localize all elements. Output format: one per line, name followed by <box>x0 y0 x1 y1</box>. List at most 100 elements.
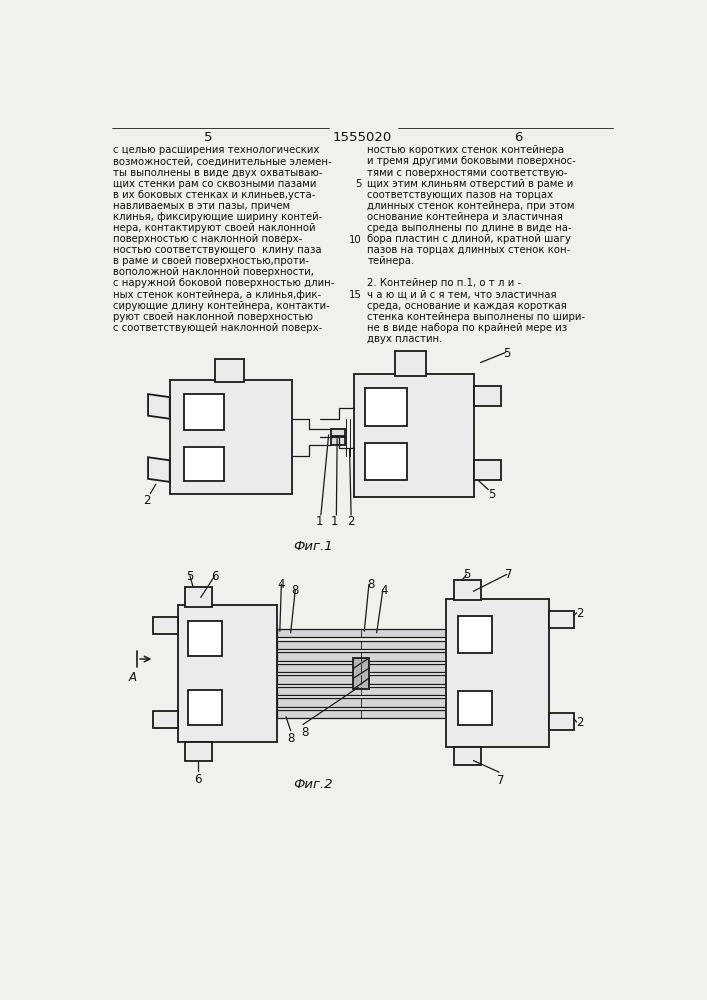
Text: 2: 2 <box>576 607 583 620</box>
Text: с соответствующей наклонной поверх-: с соответствующей наклонной поверх- <box>113 323 322 333</box>
Bar <box>365 443 407 480</box>
Text: 8: 8 <box>301 726 308 739</box>
Bar <box>276 687 446 695</box>
Bar <box>276 641 446 649</box>
Bar <box>177 605 276 742</box>
Text: 5: 5 <box>503 347 510 360</box>
Text: 8: 8 <box>291 584 299 597</box>
Bar <box>276 629 446 637</box>
Text: 5: 5 <box>356 179 362 189</box>
Polygon shape <box>153 711 177 728</box>
Bar <box>454 747 481 765</box>
Bar <box>276 652 446 661</box>
Text: возможностей, соединительные элемен-: возможностей, соединительные элемен- <box>113 156 332 166</box>
Text: 2: 2 <box>576 716 583 729</box>
Text: среда выполнены по длине в виде на-: среда выполнены по длине в виде на- <box>368 223 572 233</box>
Bar <box>170 380 292 494</box>
Polygon shape <box>148 457 170 482</box>
Text: 2: 2 <box>143 494 151 507</box>
Text: 6: 6 <box>514 131 522 144</box>
Polygon shape <box>549 713 573 730</box>
Bar <box>354 374 474 497</box>
Text: 7: 7 <box>505 568 512 581</box>
Text: поверхностью с наклонной поверх-: поверхностью с наклонной поверх- <box>113 234 303 244</box>
Text: 1: 1 <box>315 515 323 528</box>
Bar <box>276 664 446 672</box>
Text: бора пластин с длиной, кратной шагу: бора пластин с длиной, кратной шагу <box>368 234 571 244</box>
Text: 15: 15 <box>349 290 362 300</box>
Text: сирующие длину контейнера, контакти-: сирующие длину контейнера, контакти- <box>113 301 330 311</box>
Polygon shape <box>153 617 177 634</box>
Bar <box>188 620 223 656</box>
Text: ч а ю щ и й с я тем, что эластичная: ч а ю щ и й с я тем, что эластичная <box>368 290 557 300</box>
Text: 6: 6 <box>194 773 201 786</box>
Text: пазов на торцах длинных стенок кон-: пазов на торцах длинных стенок кон- <box>368 245 571 255</box>
Bar <box>458 616 492 653</box>
Text: Фиг.1: Фиг.1 <box>293 540 333 553</box>
Text: 6: 6 <box>211 570 218 583</box>
Bar <box>458 691 492 725</box>
Bar <box>184 447 224 481</box>
Text: 2. Контейнер по п.1, о т л и -: 2. Контейнер по п.1, о т л и - <box>368 278 522 288</box>
Polygon shape <box>549 611 573 628</box>
Text: с наружной боковой поверхностью длин-: с наружной боковой поверхностью длин- <box>113 278 334 288</box>
Text: не в виде набора по крайней мере из: не в виде набора по крайней мере из <box>368 323 568 333</box>
Text: 4: 4 <box>380 584 388 597</box>
Bar <box>454 580 481 600</box>
Bar <box>188 690 223 725</box>
Bar <box>276 698 446 707</box>
Bar <box>215 359 244 382</box>
Text: ностью коротких стенок контейнера: ностью коротких стенок контейнера <box>368 145 564 155</box>
Text: 1555020: 1555020 <box>332 131 392 144</box>
Text: Фиг.2: Фиг.2 <box>293 778 333 791</box>
Text: 8: 8 <box>287 732 294 745</box>
Text: щих стенки рам со сквозными пазами: щих стенки рам со сквозными пазами <box>113 179 317 189</box>
Bar <box>185 587 211 607</box>
Text: 10: 10 <box>349 235 362 245</box>
Bar <box>276 710 446 718</box>
Text: 5: 5 <box>488 488 495 501</box>
Text: двух пластин.: двух пластин. <box>368 334 443 344</box>
Text: 5: 5 <box>186 570 194 583</box>
Text: 8: 8 <box>367 578 374 591</box>
Text: соответствующих пазов на торцах: соответствующих пазов на торцах <box>368 190 554 200</box>
Text: стенка контейнера выполнены по шири-: стенка контейнера выполнены по шири- <box>368 312 585 322</box>
Text: нера, контактируют своей наклонной: нера, контактируют своей наклонной <box>113 223 315 233</box>
Text: среда, основание и каждая короткая: среда, основание и каждая короткая <box>368 301 567 311</box>
Text: навливаемых в эти пазы, причем: навливаемых в эти пазы, причем <box>113 201 291 211</box>
Text: 7: 7 <box>497 774 504 787</box>
Text: с целью расширения технологических: с целью расширения технологических <box>113 145 320 155</box>
Text: клинья, фиксирующие ширину контей-: клинья, фиксирующие ширину контей- <box>113 212 322 222</box>
Bar <box>354 658 369 689</box>
Text: 5: 5 <box>204 131 213 144</box>
Text: основание контейнера и зластичная: основание контейнера и зластичная <box>368 212 563 222</box>
Bar <box>365 388 407 426</box>
Text: тями с поверхностями соответствую-: тями с поверхностями соответствую- <box>368 168 568 178</box>
Polygon shape <box>474 386 501 406</box>
Bar <box>184 394 224 430</box>
Text: щих этим клиньям отверстий в раме и: щих этим клиньям отверстий в раме и <box>368 179 573 189</box>
Text: А: А <box>129 671 136 684</box>
Text: руют своей наклонной поверхностью: руют своей наклонной поверхностью <box>113 312 313 322</box>
Text: в их боковых стенках и клиньев,уста-: в их боковых стенках и клиньев,уста- <box>113 190 315 200</box>
Bar <box>276 675 446 684</box>
Bar <box>395 351 426 376</box>
Text: 4: 4 <box>278 578 285 591</box>
Polygon shape <box>148 394 170 419</box>
Text: ных стенок контейнера, а клинья,фик-: ных стенок контейнера, а клинья,фик- <box>113 290 321 300</box>
Text: 1: 1 <box>331 515 339 528</box>
Bar <box>331 429 345 436</box>
Bar <box>185 742 211 761</box>
Text: длинных стенок контейнера, при этом: длинных стенок контейнера, при этом <box>368 201 575 211</box>
Text: 5: 5 <box>463 568 470 581</box>
Bar <box>446 599 549 747</box>
Polygon shape <box>474 460 501 480</box>
Text: воположной наклонной поверхности,: воположной наклонной поверхности, <box>113 267 314 277</box>
Text: ты выполнены в виде двух охватываю-: ты выполнены в виде двух охватываю- <box>113 168 322 178</box>
Text: ностью соответствующего  клину паза: ностью соответствующего клину паза <box>113 245 322 255</box>
Text: и тремя другими боковыми поверхнос-: и тремя другими боковыми поверхнос- <box>368 156 576 166</box>
Text: тейнера.: тейнера. <box>368 256 414 266</box>
Bar <box>331 437 345 445</box>
Text: в раме и своей поверхностью,проти-: в раме и своей поверхностью,проти- <box>113 256 309 266</box>
Text: 2: 2 <box>347 515 355 528</box>
